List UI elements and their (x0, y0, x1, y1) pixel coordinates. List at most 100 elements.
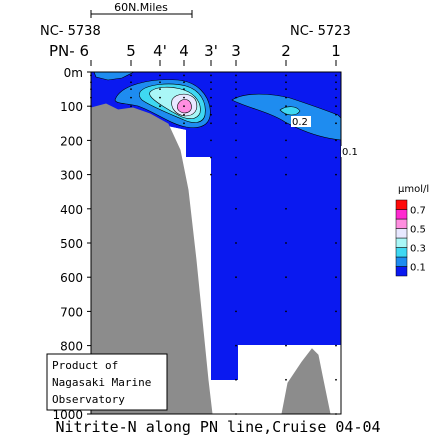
sample-dot (335, 74, 337, 77)
sample-dot (285, 207, 287, 210)
sample-dot (130, 74, 132, 77)
sample-dot (235, 344, 237, 347)
station-label: PN- 6 (49, 42, 89, 60)
sample-dot (235, 139, 237, 142)
y-tick-label: 400 (60, 203, 83, 217)
sample-dot (235, 74, 237, 77)
station-labels: PN- 6 5 4' 4 3' 3 2 1 (49, 42, 341, 66)
colorbar-swatch (395, 218, 408, 229)
station-label: 3' (204, 42, 218, 60)
sample-dot (335, 242, 337, 244)
seafloor-left (90, 103, 213, 415)
sample-dot (335, 413, 337, 415)
y-tick-label: 500 (60, 237, 83, 251)
sample-dot (335, 113, 337, 116)
sample-dot (210, 173, 212, 176)
colorbar-swatch (395, 266, 408, 277)
sample-dot (159, 88, 161, 90)
y-tick-label: 800 (60, 340, 83, 354)
sample-dot (285, 310, 287, 313)
nc-label-right: NC- 5723 (290, 24, 351, 39)
sample-dot (285, 74, 287, 77)
sample-dot (235, 88, 237, 90)
sample-dot (285, 105, 287, 108)
sample-dot (335, 207, 337, 210)
sample-dot (335, 173, 337, 176)
y-tick-label: 100 (60, 100, 83, 114)
sample-dot (235, 378, 237, 381)
contour-value-labels: 0.2 0.1 (291, 116, 359, 158)
sample-dot (130, 88, 132, 90)
colorbar-swatch (395, 209, 408, 220)
sample-dot (159, 96, 161, 99)
contour-fill-0-0.1 (91, 72, 341, 414)
sample-dot (285, 242, 287, 244)
station-label: 2 (281, 42, 291, 60)
sample-dot (285, 344, 287, 347)
y-tick-label: 200 (60, 134, 83, 148)
seafloor-right (281, 348, 331, 415)
sample-dot (183, 88, 185, 90)
sample-dot (235, 113, 237, 116)
y-tick-label: 600 (60, 271, 83, 285)
colorbar-unit-label: μmol/l (398, 184, 429, 195)
colorbar-swatches (395, 199, 408, 277)
colorbar-tick-label: 0.1 (410, 263, 426, 274)
station-label: 4' (153, 42, 167, 60)
sample-dot (235, 96, 237, 99)
sample-dot (335, 139, 337, 142)
sample-dot (159, 81, 161, 84)
colorbar-swatch (395, 256, 408, 267)
sample-dot (235, 276, 237, 279)
sample-dot (335, 156, 337, 159)
sample-dot (335, 105, 337, 108)
sample-dot (90, 88, 92, 90)
y-tick-label: 700 (60, 305, 83, 319)
nc-label-left: NC- 5738 (40, 24, 101, 39)
colorbar-swatch (395, 199, 408, 210)
station-label: 5 (126, 42, 136, 60)
sample-dot (235, 122, 237, 125)
y-tick-label: 0m (64, 66, 83, 80)
sample-dot (335, 81, 337, 84)
colorbar-swatch (395, 228, 408, 239)
colorbar-swatch (395, 237, 408, 248)
chart-title: Nitrite-N along PN line,Cruise 04-04 (55, 418, 380, 436)
station-label: 4 (179, 42, 189, 60)
sample-dot (335, 122, 337, 125)
sample-dot (335, 344, 337, 347)
scale-bar: 60N.Miles (90, 1, 193, 18)
credit-box: Product of Nagasaki Marine Observatory (46, 353, 168, 411)
sample-dot (235, 81, 237, 84)
credit-line-3: Observatory (52, 393, 125, 406)
sample-dot (285, 96, 287, 99)
nodata-mask-mid (211, 380, 238, 414)
station-label: 3 (231, 42, 241, 60)
sample-dot (183, 96, 185, 99)
sample-dot (335, 96, 337, 99)
sample-dot (235, 173, 237, 176)
sample-dot (285, 156, 287, 159)
sample-dot (130, 105, 132, 108)
colorbar-tick-label: 0.7 (410, 206, 426, 217)
sample-dot (90, 96, 92, 99)
sample-dot (235, 105, 237, 108)
sample-dot (235, 413, 237, 415)
sample-dot (90, 81, 92, 84)
sample-dot (210, 88, 212, 90)
sample-dot (159, 105, 161, 108)
contour-label-0.1: 0.1 (342, 147, 358, 158)
colorbar-swatch (395, 247, 408, 258)
sample-dot (210, 105, 212, 108)
sample-dot (285, 81, 287, 84)
sample-dot (210, 122, 212, 125)
sample-dot (285, 276, 287, 279)
sample-dot (235, 242, 237, 244)
sample-dot (130, 81, 132, 84)
sample-dot (285, 122, 287, 125)
credit-line-2: Nagasaki Marine (52, 376, 151, 389)
y-tick-label: 300 (60, 169, 83, 183)
sample-dot (183, 113, 185, 116)
sample-dot (159, 74, 161, 77)
